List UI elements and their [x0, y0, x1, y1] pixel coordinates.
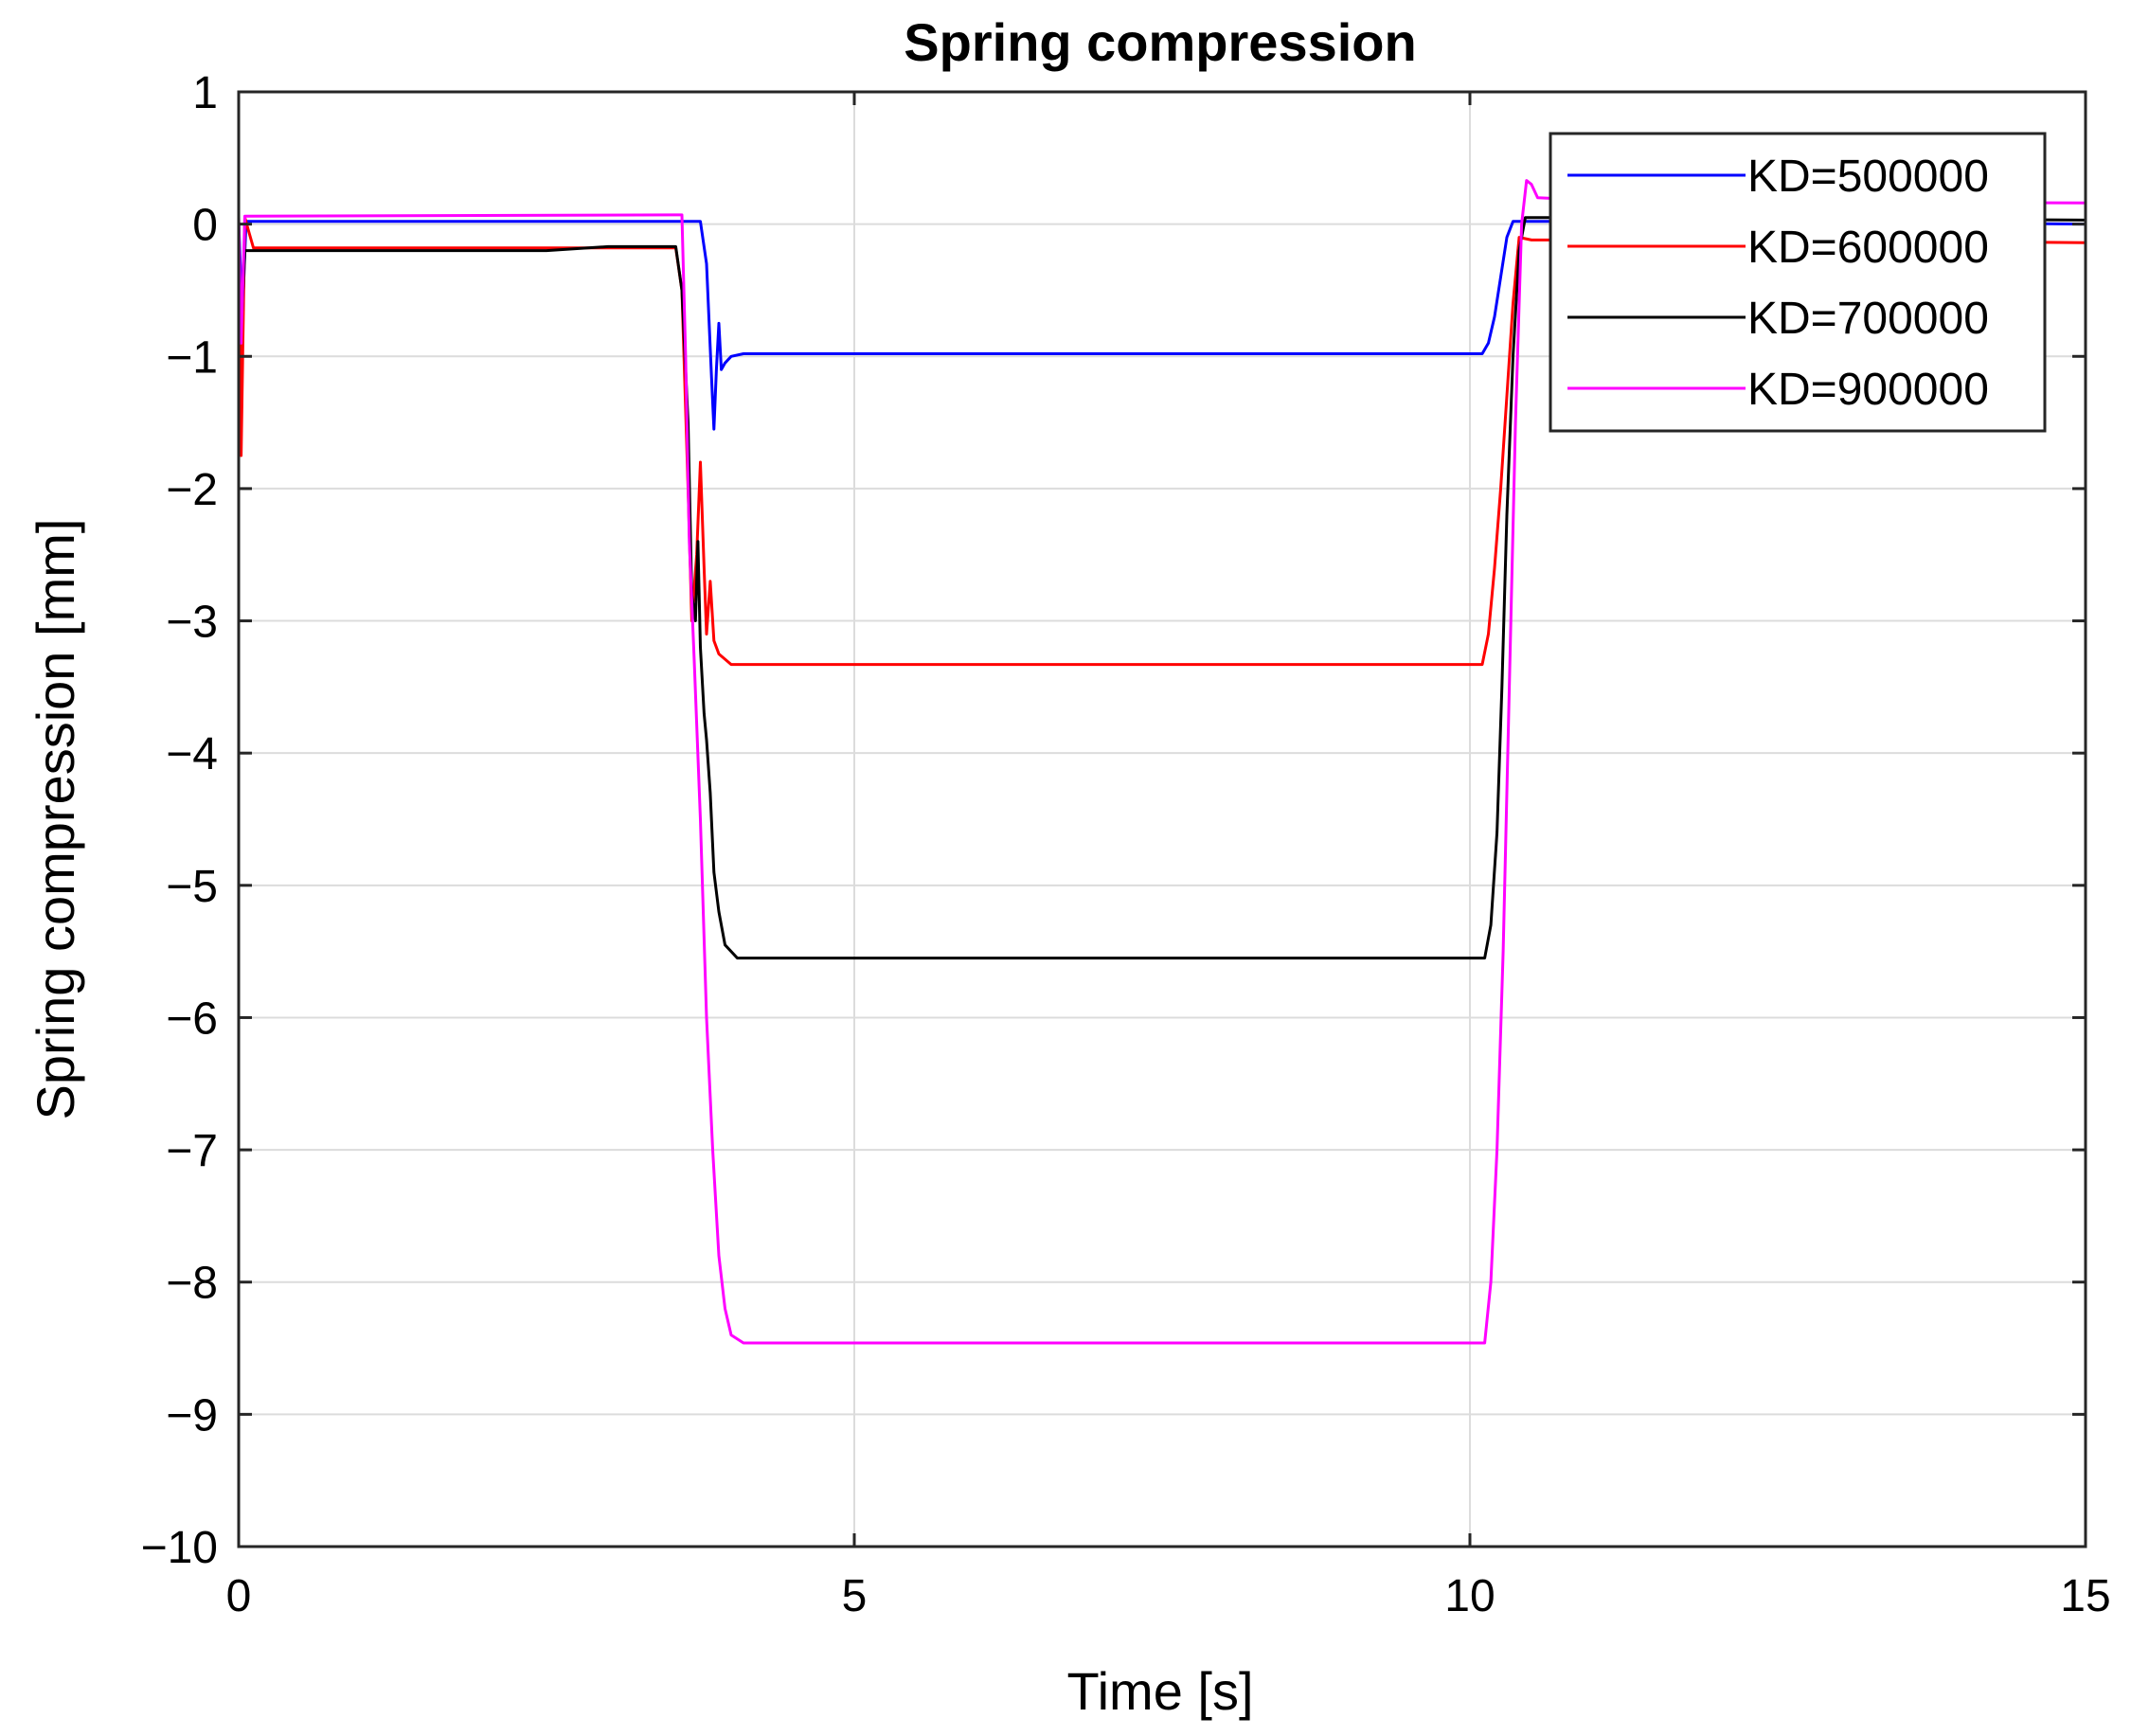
legend-label: KD=600000 [1747, 223, 1989, 273]
plot-frame [237, 90, 2087, 1548]
chart-title: Spring compression [904, 12, 1416, 72]
y-tick-label: −7 [166, 1126, 218, 1176]
y-tick-label: −1 [166, 332, 218, 383]
tick-layer: 0 5 10 15−10−9−8−7−6−5−4−3−2−101 [141, 68, 2111, 1621]
grid-layer [239, 92, 2086, 1547]
x-tick-label: 5 [842, 1571, 868, 1621]
x-axis-label: Time [s] [1066, 1661, 1253, 1721]
legend-label: KD=700000 [1747, 294, 1989, 344]
y-tick-label: 0 [192, 201, 218, 251]
y-tick-label: −8 [166, 1259, 218, 1309]
series-layer [237, 179, 2086, 1345]
y-tick-label: −10 [141, 1523, 218, 1573]
y-tick-label: −2 [166, 465, 218, 515]
x-tick-label: 0 [226, 1571, 252, 1621]
series-line [237, 216, 2086, 667]
legend: KD=500000 KD=600000 KD=700000 KD=900000 [1549, 132, 2047, 433]
y-tick-label: −3 [166, 598, 218, 648]
series-line [237, 220, 2086, 431]
y-tick-label: 1 [192, 68, 218, 118]
legend-box [1549, 132, 2047, 433]
legend-label: KD=900000 [1747, 365, 1989, 415]
y-tick-label: −9 [166, 1390, 218, 1441]
series-line [237, 216, 2086, 960]
series-line [237, 179, 2086, 1345]
y-tick-label: −6 [166, 993, 218, 1044]
x-tick-label: 15 [2060, 1571, 2110, 1621]
y-tick-label: −5 [166, 862, 218, 912]
legend-label: KD=500000 [1747, 152, 1989, 202]
y-axis-label: Spring compression [mm] [26, 519, 85, 1120]
y-tick-label: −4 [166, 729, 218, 779]
x-tick-label: 10 [1444, 1571, 1495, 1621]
